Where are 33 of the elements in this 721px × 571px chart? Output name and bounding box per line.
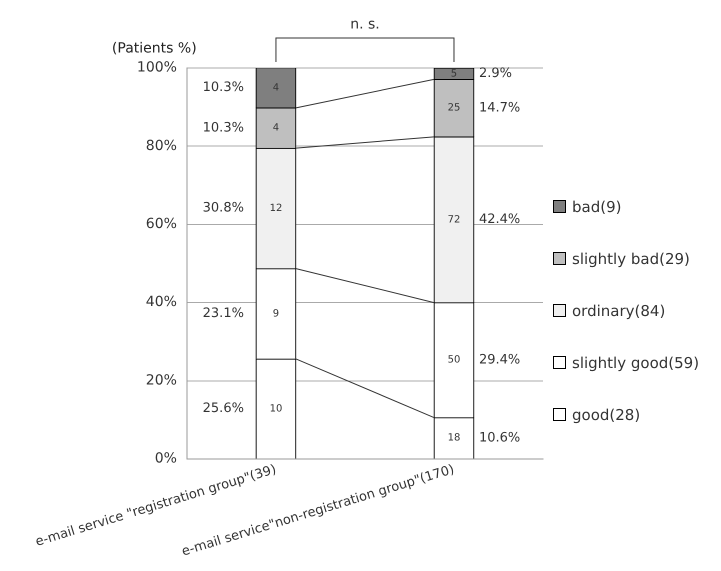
annotation: 4 xyxy=(272,122,280,134)
annotation: 72 xyxy=(448,214,460,226)
annotation: 10.3% xyxy=(202,120,244,136)
y-tick-label: 100% xyxy=(136,60,177,76)
text: ordinary(84) xyxy=(572,302,666,320)
annotation: 10.6% xyxy=(478,430,520,446)
annotation: 12 xyxy=(270,202,282,214)
annotation: 30.8% xyxy=(202,200,244,216)
y-tick-label: 0% xyxy=(154,450,177,467)
annotation: 2.9% xyxy=(478,66,512,82)
annotation: 10 xyxy=(270,403,282,414)
annotation: 25 xyxy=(448,102,460,114)
annotation: 23.1% xyxy=(202,306,244,322)
text: good(28) xyxy=(572,406,640,424)
legend-label: bad(9) xyxy=(572,198,622,216)
y-tick-label: 20% xyxy=(146,372,177,388)
y-axis-title: (Patients %) xyxy=(112,40,197,57)
y-tick-label: 40% xyxy=(146,294,177,310)
annotation: 5 xyxy=(450,68,458,80)
annotation: 50 xyxy=(448,354,460,366)
text: slightly good(59) xyxy=(572,354,700,372)
annotation: 42.4% xyxy=(478,212,520,228)
y-tick-label: 80% xyxy=(146,138,177,154)
text: n. s. xyxy=(350,16,380,33)
y-tick-label: 60% xyxy=(146,216,177,232)
annotation: 25.6% xyxy=(202,401,244,416)
annotation: 14.7% xyxy=(478,100,520,116)
legend-label: slightly bad(29) xyxy=(572,250,690,268)
annotation: 9 xyxy=(272,308,280,320)
annotation: 29.4% xyxy=(478,352,520,368)
annotation: 4 xyxy=(272,82,280,94)
annotation: 10.3% xyxy=(202,80,244,96)
annotation: 18 xyxy=(448,432,460,444)
